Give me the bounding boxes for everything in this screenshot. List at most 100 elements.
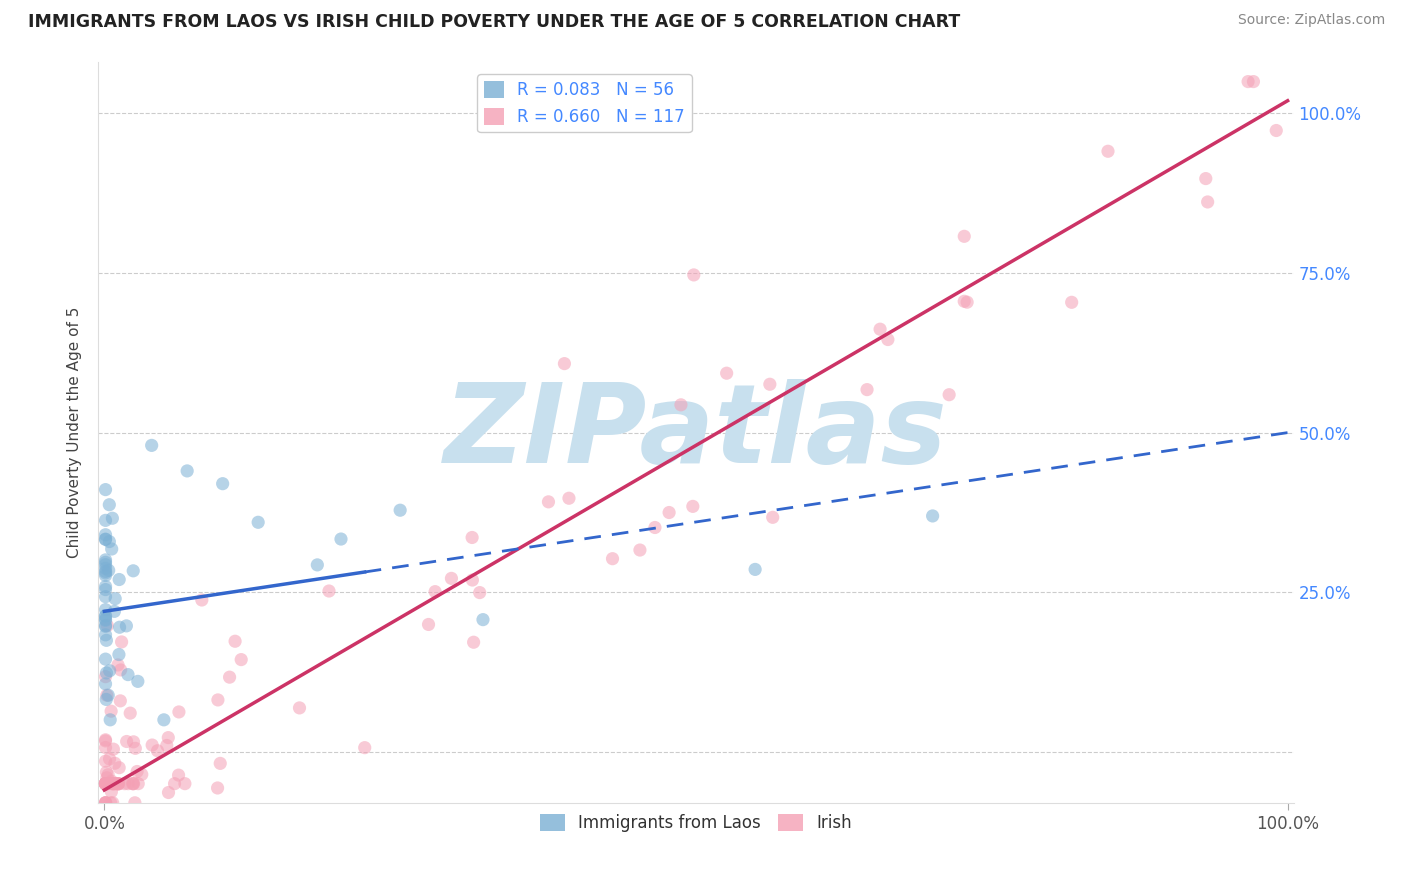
- Point: [94, 613, 117, 627]
- Point: [307, 558, 329, 572]
- Point: [167, 705, 190, 719]
- Point: [869, 322, 891, 336]
- Point: [127, 777, 149, 791]
- Point: [682, 268, 704, 282]
- Point: [94, 580, 117, 594]
- Point: [141, 738, 163, 752]
- Point: [1265, 123, 1288, 137]
- Text: IMMIGRANTS FROM LAOS VS IRISH CHILD POVERTY UNDER THE AGE OF 5 CORRELATION CHART: IMMIGRANTS FROM LAOS VS IRISH CHILD POVE…: [28, 13, 960, 31]
- Point: [669, 398, 692, 412]
- Point: [115, 619, 138, 633]
- Point: [94, 527, 117, 541]
- Point: [114, 777, 136, 791]
- Point: [107, 777, 129, 791]
- Point: [110, 663, 132, 677]
- Point: [156, 739, 179, 753]
- Point: [94, 670, 117, 684]
- Point: [94, 777, 117, 791]
- Point: [157, 731, 180, 745]
- Point: [94, 533, 117, 547]
- Point: [231, 652, 253, 666]
- Point: [97, 688, 120, 702]
- Point: [98, 534, 121, 549]
- Point: [94, 565, 117, 579]
- Point: [1241, 74, 1264, 88]
- Point: [103, 777, 125, 791]
- Point: [103, 604, 125, 618]
- Point: [94, 796, 117, 810]
- Point: [463, 635, 485, 649]
- Point: [110, 694, 132, 708]
- Point: [94, 619, 117, 633]
- Point: [744, 562, 766, 576]
- Point: [658, 506, 681, 520]
- Point: [461, 531, 484, 545]
- Point: [94, 777, 117, 791]
- Point: [157, 785, 180, 799]
- Text: ZIPatlas: ZIPatlas: [444, 379, 948, 486]
- Point: [107, 777, 129, 791]
- Point: [146, 744, 169, 758]
- Point: [602, 551, 624, 566]
- Point: [191, 593, 214, 607]
- Point: [122, 564, 145, 578]
- Point: [94, 568, 117, 582]
- Point: [716, 366, 738, 380]
- Point: [94, 740, 117, 755]
- Point: [953, 294, 976, 309]
- Point: [94, 777, 117, 791]
- Point: [96, 692, 118, 706]
- Point: [94, 533, 117, 547]
- Point: [101, 777, 124, 791]
- Point: [104, 591, 127, 606]
- Point: [94, 555, 117, 569]
- Point: [247, 516, 270, 530]
- Point: [96, 633, 118, 648]
- Point: [107, 777, 129, 791]
- Y-axis label: Child Poverty Under the Age of 5: Child Poverty Under the Age of 5: [67, 307, 83, 558]
- Point: [207, 780, 229, 795]
- Point: [461, 573, 484, 587]
- Point: [121, 777, 143, 791]
- Point: [108, 620, 131, 634]
- Point: [94, 796, 117, 810]
- Point: [628, 543, 651, 558]
- Point: [108, 648, 131, 662]
- Point: [224, 634, 246, 648]
- Point: [1097, 145, 1119, 159]
- Point: [127, 674, 149, 689]
- Point: [353, 740, 375, 755]
- Point: [107, 657, 129, 672]
- Point: [117, 667, 139, 681]
- Point: [94, 566, 117, 580]
- Point: [104, 777, 127, 791]
- Point: [100, 541, 122, 556]
- Point: [94, 777, 117, 791]
- Point: [553, 357, 575, 371]
- Point: [211, 476, 233, 491]
- Point: [94, 677, 117, 691]
- Point: [1237, 74, 1260, 88]
- Point: [94, 561, 117, 575]
- Point: [94, 582, 117, 597]
- Point: [94, 732, 117, 747]
- Point: [94, 777, 117, 791]
- Point: [101, 511, 124, 525]
- Point: [537, 495, 560, 509]
- Point: [472, 613, 495, 627]
- Point: [167, 768, 190, 782]
- Point: [122, 777, 145, 791]
- Point: [218, 670, 240, 684]
- Point: [96, 618, 118, 632]
- Point: [953, 229, 976, 244]
- Point: [101, 777, 124, 791]
- Point: [1197, 194, 1219, 209]
- Point: [94, 558, 117, 572]
- Point: [97, 563, 120, 577]
- Point: [558, 491, 581, 506]
- Point: [115, 734, 138, 748]
- Point: [1060, 295, 1083, 310]
- Point: [94, 590, 117, 604]
- Point: [100, 785, 122, 799]
- Point: [124, 796, 146, 810]
